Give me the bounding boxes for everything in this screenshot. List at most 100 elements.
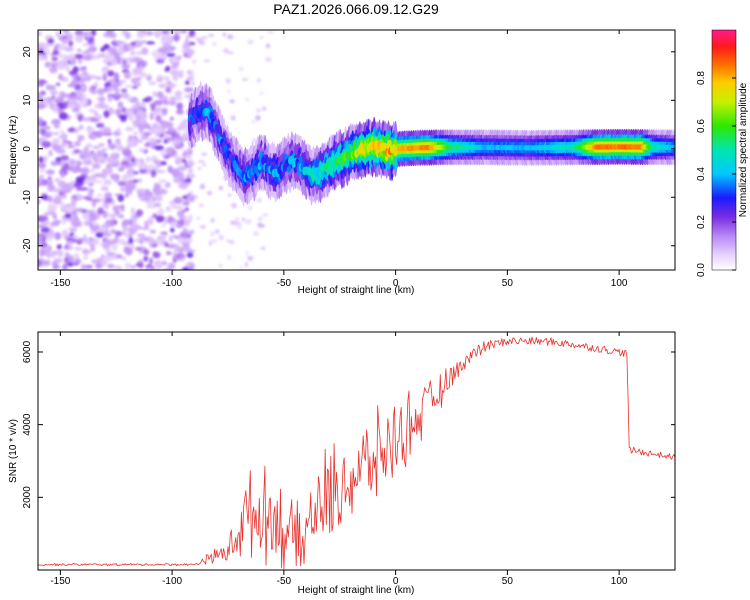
noise-blob xyxy=(116,127,121,133)
spectrogram-signal-ridge xyxy=(187,81,675,207)
noise-blob xyxy=(38,31,43,36)
noise-blob xyxy=(58,134,65,140)
noise-blob xyxy=(50,95,56,100)
noise-blob xyxy=(129,58,137,62)
noise-blob xyxy=(154,99,163,105)
noise-blob xyxy=(167,127,177,134)
noise-blob xyxy=(143,193,152,202)
noise-blob xyxy=(184,48,195,56)
noise-blob xyxy=(206,190,213,196)
noise-blob xyxy=(80,263,88,270)
noise-blob xyxy=(130,223,140,231)
noise-blob xyxy=(155,215,165,223)
noise-blob xyxy=(48,149,53,157)
noise-blob xyxy=(136,209,144,217)
noise-blob xyxy=(43,155,48,164)
noise-blob xyxy=(38,167,46,173)
noise-blob xyxy=(177,175,186,184)
noise-blob xyxy=(256,115,260,121)
noise-blob xyxy=(91,30,97,37)
noise-blob xyxy=(38,224,45,228)
noise-blob xyxy=(139,236,148,241)
noise-blob xyxy=(39,246,48,250)
noise-blob xyxy=(155,196,163,202)
noise-blob xyxy=(181,122,186,126)
noise-blob xyxy=(162,107,168,115)
noise-blob xyxy=(155,139,162,144)
noise-blob xyxy=(40,226,50,233)
noise-blob xyxy=(140,40,147,44)
noise-blob xyxy=(176,220,184,224)
noise-blob xyxy=(124,232,131,238)
snr-ylabel: SNR (10 * v/v) xyxy=(8,419,19,483)
noise-blob xyxy=(125,126,134,132)
noise-blob xyxy=(88,168,95,173)
noise-blob xyxy=(136,60,147,67)
noise-blob xyxy=(87,45,97,53)
noise-blob xyxy=(95,262,103,269)
noise-blob xyxy=(166,52,176,58)
noise-blob xyxy=(121,92,127,97)
noise-blob xyxy=(124,225,130,231)
noise-blob xyxy=(38,130,44,134)
noise-blob xyxy=(46,85,53,90)
noise-blob xyxy=(259,36,264,39)
noise-blob xyxy=(108,156,114,161)
noise-blob xyxy=(267,31,274,34)
colorbar-ticks: 0.0 0.2 0.4 0.6 0.8 xyxy=(696,71,736,277)
noise-blob xyxy=(155,107,163,112)
noise-blob xyxy=(75,34,84,43)
noise-blob xyxy=(231,221,239,226)
spectrogram-xtick-label: -150 xyxy=(50,278,70,289)
noise-blob xyxy=(141,47,147,55)
noise-blob xyxy=(95,122,105,128)
noise-blob xyxy=(38,119,43,127)
noise-blob xyxy=(177,165,188,172)
noise-blob xyxy=(107,47,118,54)
noise-blob xyxy=(74,140,81,147)
noise-blob xyxy=(165,33,170,39)
noise-blob xyxy=(140,101,146,109)
noise-blob xyxy=(97,207,104,215)
noise-blob xyxy=(144,142,151,148)
noise-blob xyxy=(96,193,104,197)
noise-blob xyxy=(90,225,97,232)
noise-blob xyxy=(191,59,197,65)
snr-frame xyxy=(37,331,676,571)
noise-blob xyxy=(67,145,75,149)
noise-blob xyxy=(50,160,58,167)
snr-background xyxy=(38,332,675,570)
noise-blob xyxy=(38,215,44,222)
spectrogram-ytick-label: 10 xyxy=(22,94,33,106)
snr-panel: -150 -100 -50 0 50 100 2000 4000 6000 Height of… xyxy=(8,331,676,596)
noise-blob xyxy=(82,255,89,259)
noise-blob xyxy=(203,59,211,62)
noise-blob xyxy=(38,80,48,84)
noise-blob xyxy=(192,35,197,38)
noise-blob xyxy=(162,30,169,35)
noise-blob xyxy=(54,222,59,227)
noise-blob xyxy=(45,169,55,175)
noise-blob xyxy=(178,249,183,255)
noise-blob xyxy=(46,183,55,192)
noise-blob xyxy=(152,213,158,219)
noise-blob xyxy=(105,86,115,92)
spectrogram-ytick-label: 0 xyxy=(22,146,33,152)
noise-blob xyxy=(208,240,212,246)
noise-blob xyxy=(38,156,44,164)
noise-blob xyxy=(73,182,82,188)
noise-blob xyxy=(147,137,158,141)
noise-blob xyxy=(75,208,85,213)
snr-series-line xyxy=(38,336,675,570)
noise-blob xyxy=(181,246,192,253)
noise-blob xyxy=(174,63,179,69)
colorbar-tick-label: 0.0 xyxy=(696,263,707,277)
noise-blob xyxy=(169,96,179,101)
noise-blob xyxy=(179,146,184,150)
noise-blob xyxy=(69,127,76,133)
noise-blob xyxy=(168,36,174,43)
spectrogram-xlabel: Height of straight line (km) xyxy=(298,285,415,296)
noise-blob xyxy=(115,138,121,145)
noise-blob xyxy=(78,124,84,131)
noise-blob xyxy=(161,46,170,54)
